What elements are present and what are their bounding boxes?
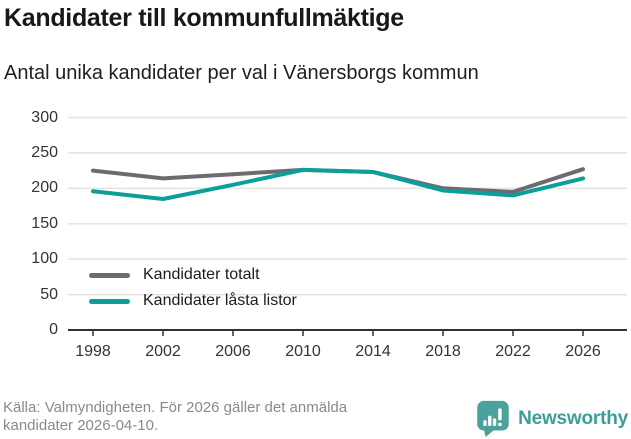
- y-axis-label-50: 50: [40, 286, 58, 303]
- x-axis-label-2022: 2022: [495, 343, 531, 360]
- legend-swatch-total: [89, 272, 130, 278]
- legend-label-locked: Kandidater låsta listor: [143, 292, 297, 309]
- newsworthy-logo-icon: [477, 400, 509, 437]
- y-axis-label-200: 200: [31, 179, 58, 196]
- legend-item-total: Kandidater totalt: [89, 262, 297, 288]
- legend-label-total: Kandidater totalt: [143, 266, 260, 283]
- source-note-line2: kandidater 2026-04-10.: [3, 417, 159, 434]
- x-axis-label-1998: 1998: [75, 343, 111, 360]
- x-axis-label-2010: 2010: [285, 343, 321, 360]
- x-axis-label-2002: 2002: [145, 343, 181, 360]
- x-axis-label-2026: 2026: [565, 343, 601, 360]
- x-axis-label-2018: 2018: [425, 343, 461, 360]
- x-axis-label-2006: 2006: [215, 343, 251, 360]
- y-axis-label-250: 250: [31, 144, 58, 161]
- chart-legend: Kandidater totalt Kandidater låsta listo…: [89, 262, 297, 314]
- brand-name: Newsworthy: [518, 407, 628, 429]
- chart-subtitle: Antal unika kandidater per val i Vänersb…: [4, 62, 479, 84]
- newsworthy-brand: Newsworthy: [476, 400, 628, 437]
- y-axis-label-300: 300: [31, 109, 58, 126]
- y-axis-label-100: 100: [31, 250, 58, 267]
- page-title: Kandidater till kommunfullmäktige: [4, 4, 404, 32]
- source-note-line1: Källa: Valmyndigheten. För 2026 gäller d…: [3, 399, 348, 416]
- series-line-1: [91, 167, 585, 201]
- y-axis-label-0: 0: [49, 321, 58, 338]
- legend-item-locked: Kandidater låsta listor: [89, 288, 297, 314]
- y-axis-label-150: 150: [31, 215, 58, 232]
- source-note: Källa: Valmyndigheten. För 2026 gäller d…: [3, 399, 473, 435]
- legend-swatch-locked: [89, 298, 130, 304]
- x-axis-label-2014: 2014: [355, 343, 391, 360]
